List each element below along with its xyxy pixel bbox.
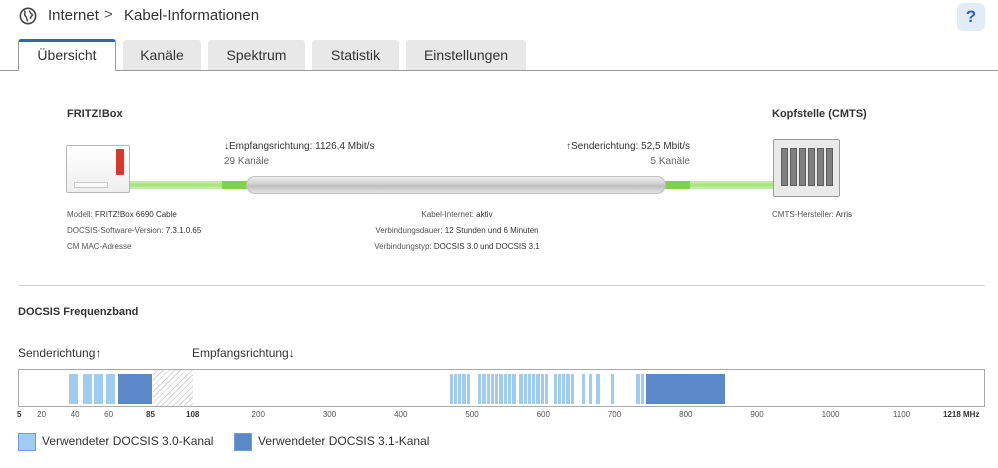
breadcrumb-chevron-icon: > bbox=[104, 6, 113, 23]
connection-duration: Verbindungsdauer: 12 Stunden und 6 Minut… bbox=[375, 226, 539, 235]
cmts-vendor: CMTS-Hersteller: Arris bbox=[772, 210, 853, 219]
frequency-tick-label: 1000 bbox=[821, 410, 840, 419]
legend-label-docsis30: Verwendeter DOCSIS 3.0-Kanal bbox=[42, 434, 214, 448]
downstream-docsis30-channel bbox=[582, 374, 586, 404]
downstream-docsis30-channel bbox=[536, 374, 540, 404]
cable-core-graphic bbox=[246, 176, 666, 194]
frequency-tick-label: 300 bbox=[322, 410, 337, 419]
downstream-docsis30-channel bbox=[523, 374, 527, 404]
tab-einstellungen[interactable]: Einstellungen bbox=[406, 40, 526, 70]
legend-label-docsis31: Verwendeter DOCSIS 3.1-Kanal bbox=[258, 434, 430, 448]
frequency-tick-label: 600 bbox=[536, 410, 550, 419]
frequency-band-chart bbox=[18, 369, 985, 407]
frequency-tick-label: 700 bbox=[607, 410, 622, 419]
frequency-band-title: DOCSIS Frequenzband bbox=[18, 306, 139, 318]
cmts-title: Kopfstelle (CMTS) bbox=[772, 108, 867, 120]
downstream-docsis30-channel bbox=[462, 374, 466, 404]
tab-statistik[interactable]: Statistik bbox=[312, 40, 399, 70]
frequency-tick-label: 200 bbox=[251, 410, 265, 419]
downstream-docsis30-channel bbox=[503, 374, 507, 404]
downstream-channels: 29 Kanäle bbox=[224, 156, 270, 167]
tab-kanaele[interactable]: Kanäle bbox=[123, 40, 201, 70]
downstream-docsis30-channel bbox=[527, 374, 532, 404]
downstream-docsis30-channel bbox=[640, 374, 644, 404]
frequency-tick-label: 900 bbox=[750, 410, 764, 419]
device-model: Modell: FRITZ!Box 6690 Cable bbox=[67, 210, 177, 219]
device-mac-address: CM MAC-Adresse bbox=[67, 242, 132, 251]
frequency-axis: 5 20 40 60 85 108 200 300 400 500 600 700 800 900 1000… bbox=[0, 410, 998, 424]
downstream-docsis30-channel bbox=[478, 374, 482, 404]
frequency-tick-label: 1100 bbox=[892, 410, 911, 419]
downstream-docsis30-channel bbox=[532, 374, 536, 404]
legend-swatch-docsis30 bbox=[18, 433, 36, 451]
downstream-docsis30-channel bbox=[553, 374, 557, 404]
frequency-tick-label: 400 bbox=[394, 410, 408, 419]
upstream-docsis31-channel bbox=[117, 374, 152, 404]
connection-status: Kabel-Internet: aktiv bbox=[421, 210, 493, 219]
legend-swatch-docsis31 bbox=[234, 433, 252, 451]
frequency-tick-label: 20 bbox=[37, 410, 47, 419]
downstream-docsis30-channel bbox=[557, 374, 562, 404]
downstream-docsis30-channel bbox=[495, 374, 499, 404]
downstream-label: Empfangsrichtung↓ bbox=[192, 346, 295, 360]
page-header: Internet > Kabel-Informationen ? bbox=[0, 0, 998, 34]
downstream-docsis30-channel bbox=[466, 374, 470, 404]
device-title: FRITZ!Box bbox=[67, 108, 123, 120]
downstream-docsis31-channel bbox=[646, 374, 726, 404]
guard-band bbox=[153, 370, 193, 406]
cable-left-segment bbox=[222, 181, 252, 189]
page-title: Kabel-Informationen bbox=[124, 7, 260, 24]
cmts-device-icon bbox=[773, 139, 840, 197]
downstream-docsis30-channel bbox=[636, 374, 640, 404]
downstream-docsis30-channel bbox=[507, 374, 512, 404]
downstream-docsis30-channel bbox=[610, 374, 614, 404]
frequency-tick-label: 60 bbox=[104, 410, 114, 419]
downstream-docsis30-channel bbox=[519, 374, 523, 404]
downstream-docsis30-channel bbox=[545, 374, 549, 404]
upstream-docsis30-channel bbox=[94, 374, 104, 404]
downstream-rate: ↓Empfangsrichtung: 1126,4 Mbit/s bbox=[224, 141, 375, 152]
frequency-tick-label: 5 bbox=[17, 410, 22, 419]
connection-type: Verbindungstyp: DOCSIS 3.0 und DOCSIS 3.… bbox=[374, 242, 540, 251]
fritzbox-device-icon bbox=[66, 145, 130, 197]
downstream-docsis30-channel bbox=[570, 374, 574, 404]
section-divider bbox=[18, 285, 985, 286]
downstream-docsis30-channel bbox=[499, 374, 503, 404]
downstream-docsis30-channel bbox=[589, 374, 593, 404]
downstream-docsis30-channel bbox=[458, 374, 462, 404]
frequency-tick-label: 800 bbox=[679, 410, 693, 419]
upstream-label: Senderichtung↑ bbox=[18, 346, 102, 360]
upstream-docsis30-channel bbox=[82, 374, 92, 404]
downstream-docsis30-channel bbox=[540, 374, 545, 404]
tab-uebersicht[interactable]: Übersicht bbox=[18, 39, 116, 71]
downstream-docsis30-channel bbox=[482, 374, 486, 404]
upstream-rate: ↑Senderichtung: 52,5 Mbit/s bbox=[566, 141, 690, 152]
help-button[interactable]: ? bbox=[957, 3, 985, 31]
downstream-docsis30-channel bbox=[449, 374, 453, 404]
breadcrumb-internet[interactable]: Internet bbox=[48, 7, 99, 24]
tab-spektrum[interactable]: Spektrum bbox=[208, 40, 305, 70]
frequency-tick-label: 1218 MHz bbox=[943, 410, 980, 419]
downstream-docsis30-channel bbox=[566, 374, 570, 404]
device-software-version: DOCSIS-Software-Version: 7.3.1.0.65 bbox=[67, 226, 202, 235]
frequency-tick-label: 108 bbox=[186, 410, 200, 419]
upstream-docsis30-channel bbox=[69, 374, 79, 404]
frequency-tick-label: 500 bbox=[465, 410, 479, 419]
frequency-tick-label: 40 bbox=[70, 410, 80, 419]
tab-bar: Übersicht Kanäle Spektrum Statistik Eins… bbox=[0, 39, 998, 71]
globe-icon bbox=[19, 7, 37, 25]
upstream-docsis30-channel bbox=[106, 374, 116, 404]
downstream-docsis30-channel bbox=[596, 374, 600, 404]
downstream-docsis30-channel bbox=[512, 374, 516, 404]
downstream-docsis30-channel bbox=[486, 374, 490, 404]
frequency-tick-label: 85 bbox=[146, 410, 155, 419]
cable-right-segment bbox=[660, 181, 690, 189]
downstream-docsis30-channel bbox=[562, 374, 566, 404]
upstream-channels: 5 Kanäle bbox=[650, 156, 690, 167]
downstream-docsis30-channel bbox=[490, 374, 495, 404]
downstream-docsis30-channel bbox=[453, 374, 458, 404]
